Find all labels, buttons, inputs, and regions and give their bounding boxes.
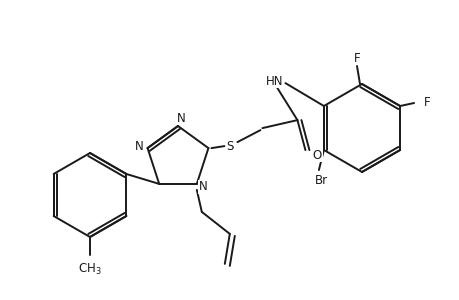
Text: HN: HN (265, 75, 283, 88)
Text: Br: Br (315, 173, 328, 187)
Text: F: F (423, 97, 430, 110)
Text: N: N (198, 180, 207, 194)
Text: S: S (226, 140, 234, 153)
Text: F: F (353, 52, 359, 64)
Text: N: N (135, 140, 144, 153)
Text: N: N (176, 112, 185, 124)
Text: O: O (312, 148, 321, 162)
Text: CH$_3$: CH$_3$ (78, 262, 101, 277)
